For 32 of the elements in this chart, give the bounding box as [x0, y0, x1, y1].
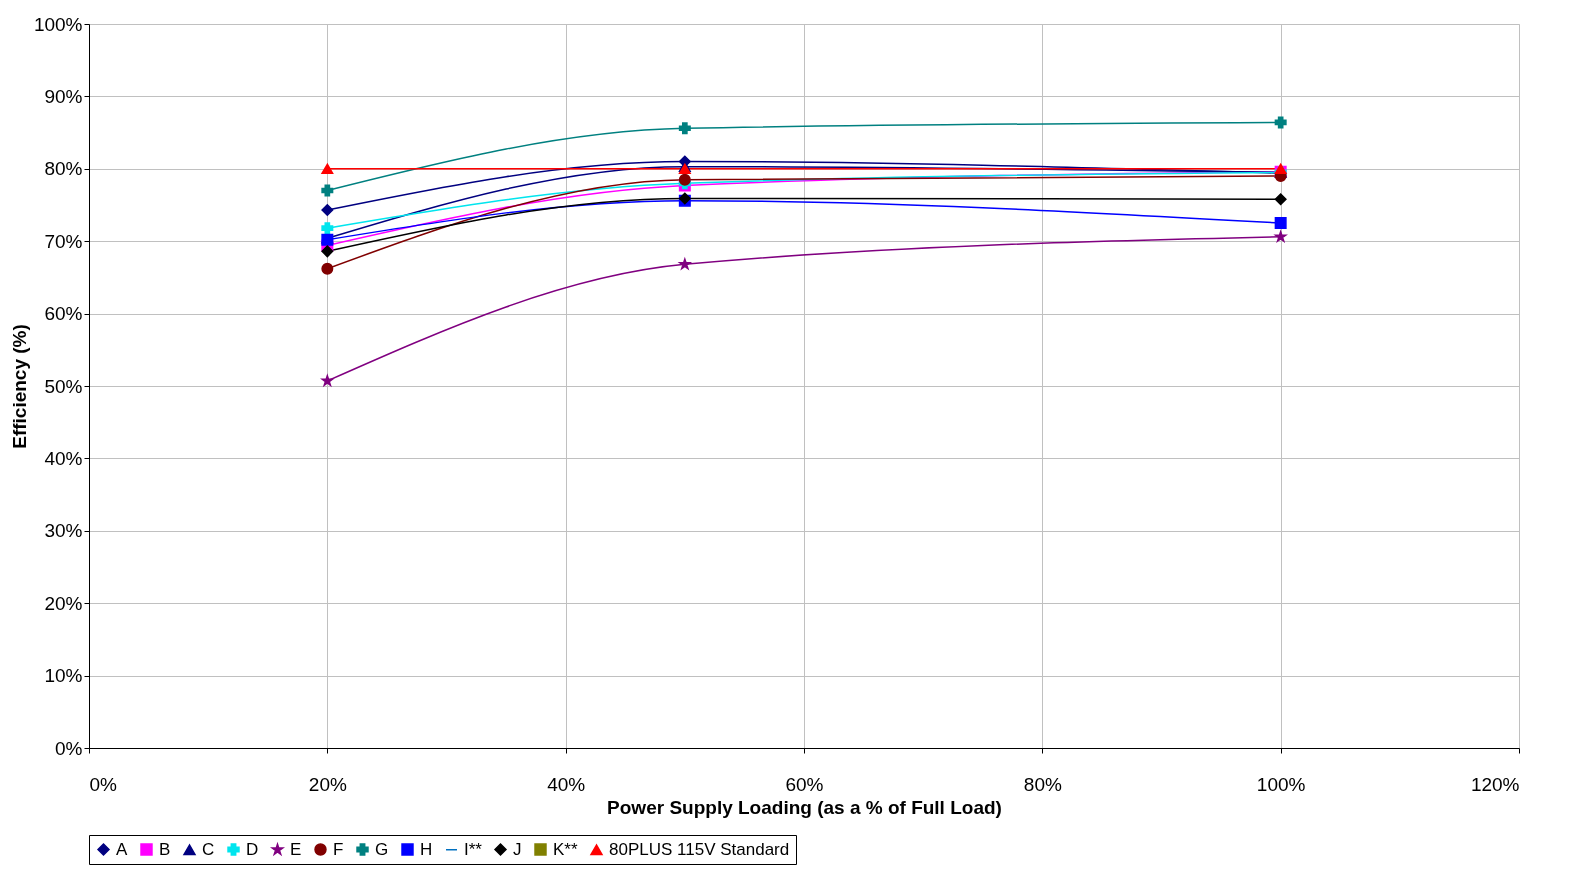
y-tick-label: 90% [44, 85, 83, 107]
y-axis-title: Efficiency (%) [8, 324, 30, 449]
y-tick-label: 100% [33, 13, 83, 35]
x-tick-label: 60% [785, 773, 824, 795]
legend-label: K** [553, 839, 578, 859]
y-tick-label: 0% [55, 737, 83, 759]
legend-label: 80PLUS 115V Standard [609, 839, 790, 859]
y-tick-label: 70% [44, 230, 83, 252]
legend-label: A [116, 839, 128, 859]
legend-label: F [333, 839, 344, 859]
x-tick-label: 0% [89, 773, 118, 795]
y-tick-label: 40% [44, 447, 83, 469]
y-tick-label: 30% [44, 520, 83, 542]
x-tick-label: 20% [308, 773, 347, 795]
legend-label: G [375, 839, 389, 859]
y-tick-label: 80% [44, 158, 83, 180]
legend-label: B [159, 839, 171, 859]
legend-label: I** [464, 839, 483, 859]
x-tick-label: 40% [547, 773, 586, 795]
y-tick-label: 10% [44, 665, 83, 687]
legend-label: D [246, 839, 259, 859]
y-tick-label: 60% [44, 303, 83, 325]
x-axis-title: Power Supply Loading (as a % of Full Load) [607, 796, 1002, 818]
legend-label: J [513, 839, 522, 859]
x-tick-label: 120% [1470, 773, 1520, 795]
y-tick-label: 50% [44, 375, 83, 397]
x-tick-label: 100% [1256, 773, 1306, 795]
legend-label: E [290, 839, 302, 859]
x-tick-label: 80% [1023, 773, 1062, 795]
legend-label: H [420, 839, 433, 859]
y-tick-label: 20% [44, 592, 83, 614]
legend-label: C [202, 839, 215, 859]
